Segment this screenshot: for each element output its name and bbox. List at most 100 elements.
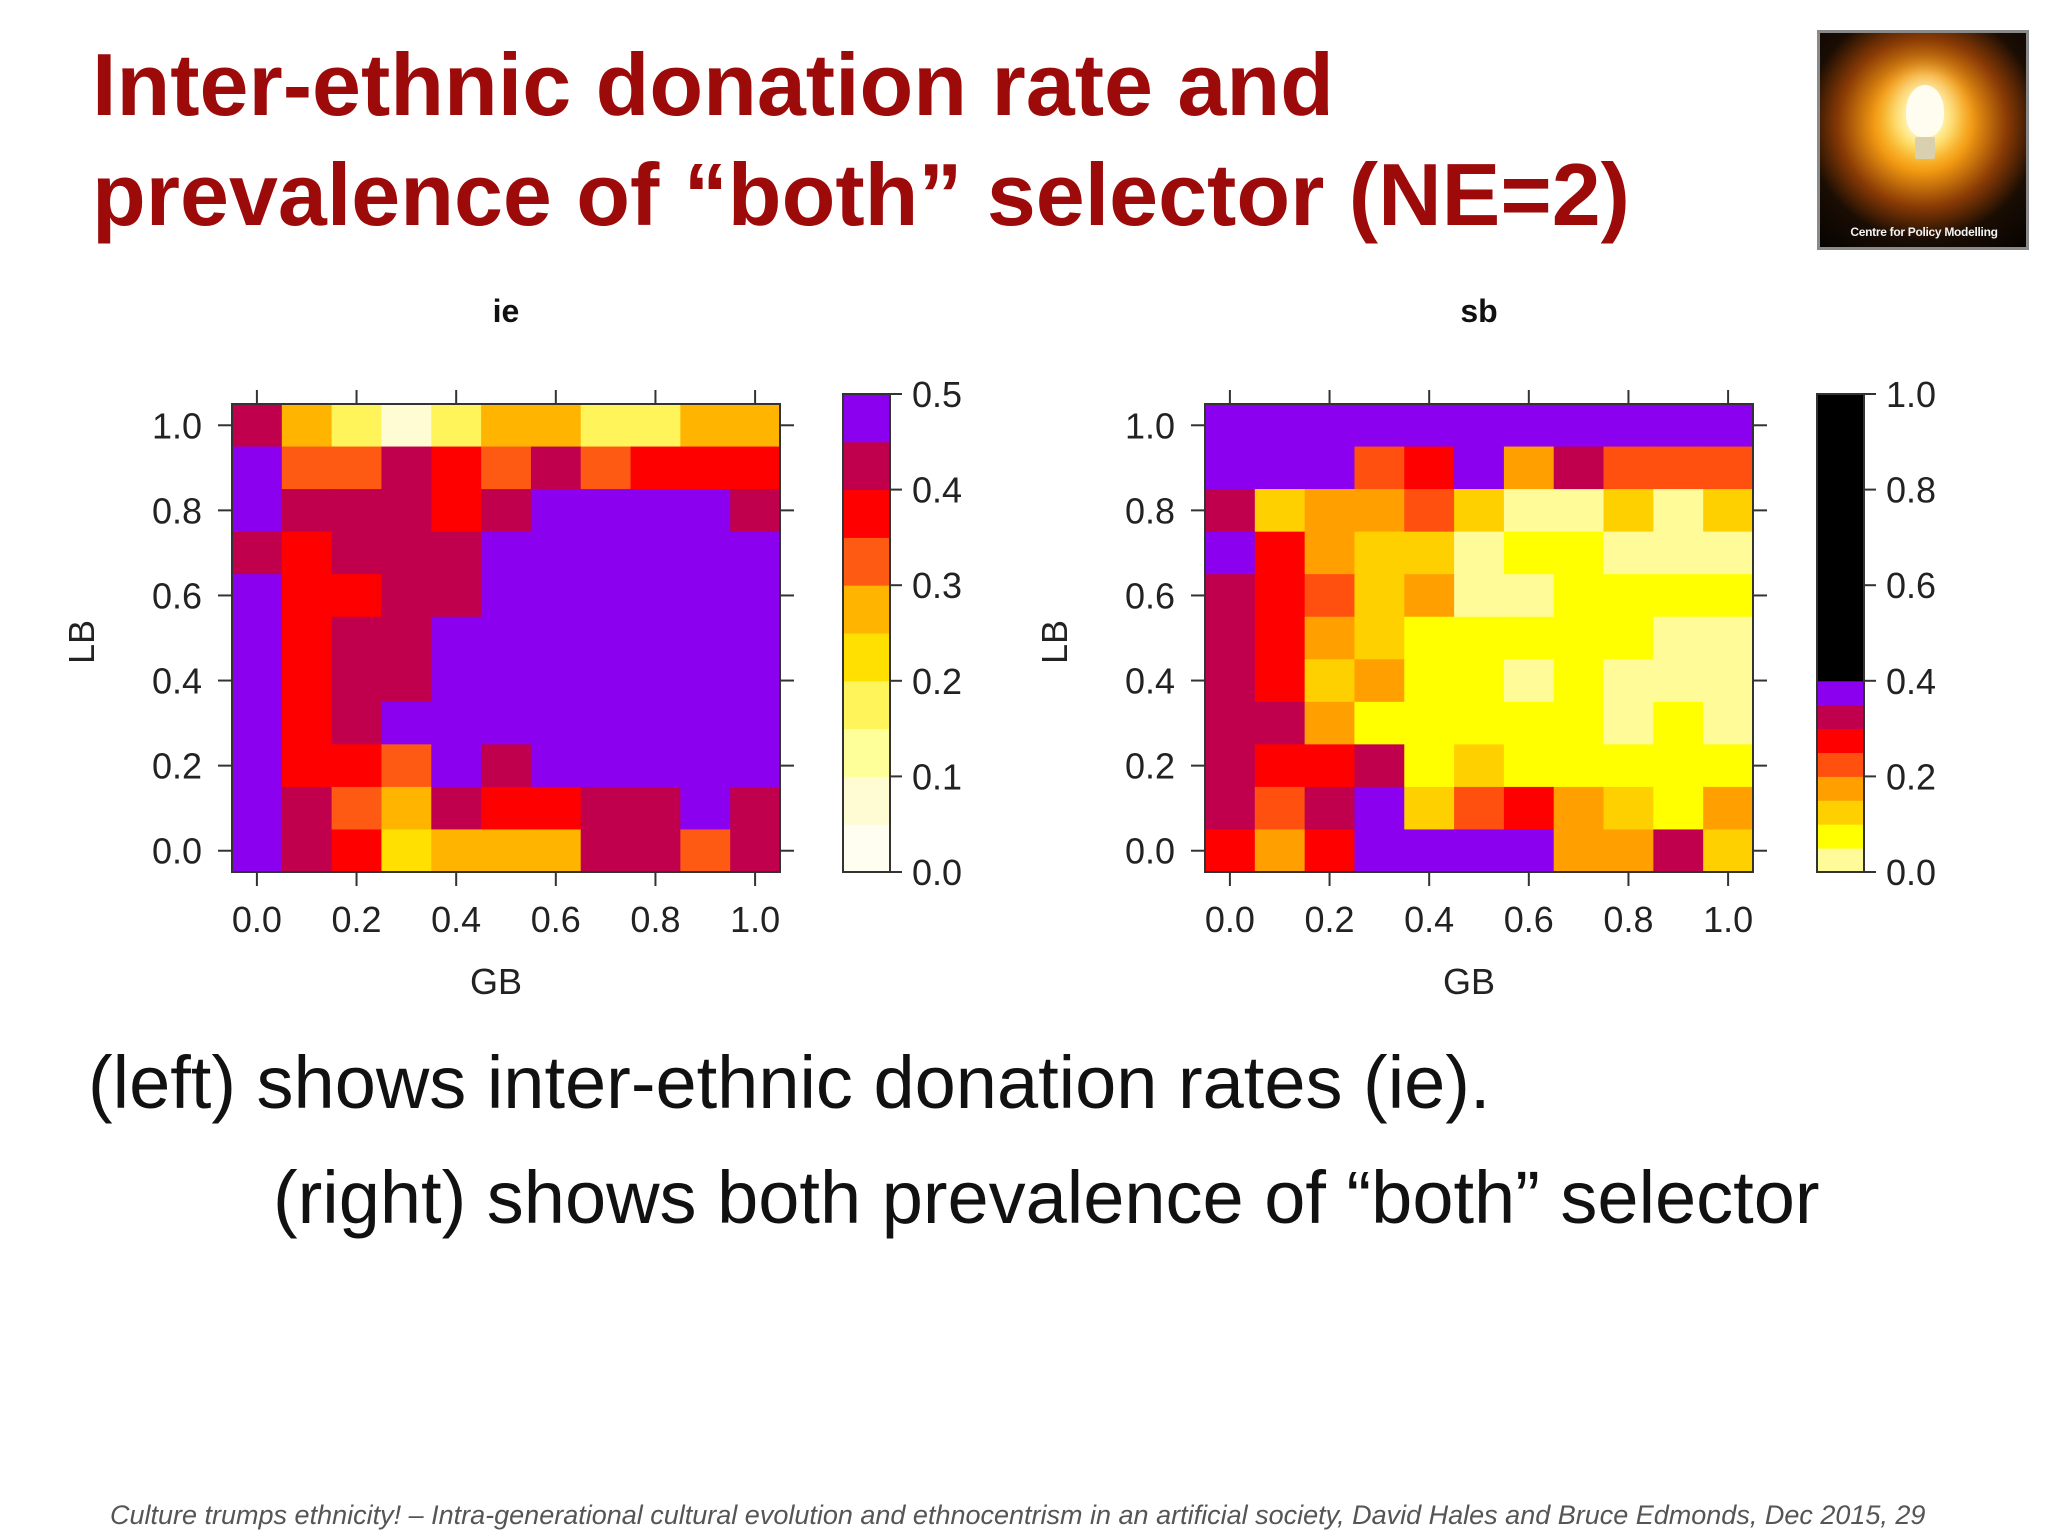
heatmap-cell	[431, 659, 482, 703]
heatmap-cell	[1454, 531, 1505, 575]
heatmap-cell	[1653, 701, 1704, 745]
colorbar-segment	[1817, 824, 1864, 849]
heatmap-cell	[1404, 531, 1455, 575]
heatmap-cell	[1254, 574, 1306, 618]
y-tick-label: 0.6	[152, 575, 202, 616]
heatmap-cell	[331, 744, 383, 788]
heatmap-cell	[680, 446, 731, 490]
colorbar-tick-label: 0.4	[912, 470, 962, 511]
heatmap-cell	[1404, 744, 1455, 788]
heatmap-cell	[580, 701, 632, 745]
colorbar-segment	[1817, 752, 1864, 777]
heatmap-cell	[580, 446, 632, 490]
colorbar-tick-label: 0.0	[1886, 852, 1936, 893]
heatmap-cell	[281, 616, 333, 660]
x-tick-label: 0.8	[1603, 899, 1653, 940]
heatmap-cell	[1503, 744, 1555, 788]
heatmap-cell	[1503, 659, 1555, 703]
heatmap-cell	[530, 574, 582, 618]
heatmap-cell	[381, 446, 432, 490]
heatmap-cell	[1454, 446, 1505, 490]
colorbar-segment	[843, 441, 890, 491]
heatmap-cell	[1205, 489, 1256, 533]
heatmap-cell	[1205, 531, 1256, 575]
heatmap-cell	[1304, 574, 1356, 618]
heatmap-cell	[1653, 786, 1704, 831]
heatmap-cell	[730, 701, 781, 745]
y-tick-label: 0.0	[1125, 831, 1175, 872]
x-tick-label: 0.4	[431, 899, 481, 940]
heatmap-cell	[630, 659, 681, 703]
colorbar-segment	[1817, 728, 1864, 753]
heatmap-cell	[481, 574, 532, 618]
heatmap-cell	[580, 489, 632, 533]
x-tick-label: 0.2	[1305, 899, 1355, 940]
heatmap-cell	[1653, 829, 1704, 873]
heatmap-cell	[1454, 744, 1505, 788]
heatmap-cell	[730, 829, 781, 873]
heatmap-cell	[431, 786, 482, 831]
heatmap-cell	[1254, 786, 1306, 831]
heatmap-cell	[481, 786, 532, 831]
heatmap-cell	[381, 531, 432, 575]
heatmap-cell	[1603, 659, 1654, 703]
heatmap-cell	[381, 701, 432, 745]
heatmap-cell	[1454, 489, 1505, 533]
heatmap-cell	[1503, 786, 1555, 831]
heatmap-cell	[1653, 446, 1704, 490]
heatmap-cell	[580, 616, 632, 660]
heatmap-cell	[680, 531, 731, 575]
heatmap-cell	[1703, 744, 1754, 788]
y-tick-label: 0.6	[1125, 575, 1175, 616]
heatmap-cell	[1304, 446, 1356, 490]
heatmap-cell	[1354, 489, 1405, 533]
heatmap-cell	[1553, 659, 1605, 703]
y-axis-label: LB	[61, 620, 102, 664]
y-tick-label: 0.2	[1125, 746, 1175, 787]
colorbar-tick-label: 0.0	[912, 852, 962, 893]
colorbar: 0.0 0.2 0.4 0.6 0.8 1.0	[1816, 374, 1936, 893]
heatmap-cell	[730, 574, 781, 618]
heatmap-cell	[331, 829, 383, 873]
heatmap-figure: ie 0.0 0.2 0.4 0.6 0.8 1.0 0.0 0.2 0.4 0.6 0.8 1.0 GB…	[61, 293, 1936, 1002]
heatmap-cell	[1454, 404, 1505, 448]
heatmap-cell	[1254, 489, 1306, 533]
heatmap-cell	[1553, 404, 1605, 448]
colorbar-tick-label: 0.2	[912, 661, 962, 702]
heatmap-cell	[730, 404, 781, 448]
heatmap-cell	[1404, 829, 1455, 873]
heatmap-cell	[1503, 404, 1555, 448]
heatmap-cell	[1454, 829, 1505, 873]
y-axis-label: LB	[1034, 620, 1075, 664]
heatmap-cell	[431, 574, 482, 618]
heatmap-cell	[730, 446, 781, 490]
heatmap-cell	[431, 616, 482, 660]
heatmap-cell	[281, 531, 333, 575]
heatmap-cell	[232, 829, 283, 873]
colorbar-segment	[1817, 680, 1864, 706]
colorbar-segment	[1817, 776, 1864, 801]
heatmap-cell	[1703, 531, 1754, 575]
heatmap-cell	[530, 489, 582, 533]
x-tick-label: 1.0	[730, 899, 780, 940]
heatmap-cell	[530, 786, 582, 831]
colorbar-segment	[1817, 800, 1864, 825]
x-tick-label: 0.2	[332, 899, 382, 940]
heatmap-cell	[1304, 489, 1356, 533]
heatmap-cell	[580, 829, 632, 873]
heatmap-cell	[331, 786, 383, 831]
heatmap-cell	[1653, 404, 1704, 448]
y-tick-label: 0.4	[152, 661, 202, 702]
colorbar: 0.0 0.1 0.2 0.3 0.4 0.5	[842, 374, 962, 893]
heatmap-cell	[1503, 574, 1555, 618]
heatmap-cell	[331, 701, 383, 745]
x-tick-label: 0.6	[531, 899, 581, 940]
colorbar-tick-label: 0.4	[1886, 661, 1936, 702]
heatmap-cell	[680, 744, 731, 788]
heatmap-ie: ie 0.0 0.2 0.4 0.6 0.8 1.0 0.0 0.2 0.4 0.6 0.8 1.0 GB…	[61, 293, 962, 1002]
heatmap-cell	[1304, 659, 1356, 703]
heatmap-cell	[680, 659, 731, 703]
y-tick-label: 0.8	[152, 490, 202, 531]
heatmap-cell	[630, 404, 681, 448]
heatmap-cell	[481, 659, 532, 703]
